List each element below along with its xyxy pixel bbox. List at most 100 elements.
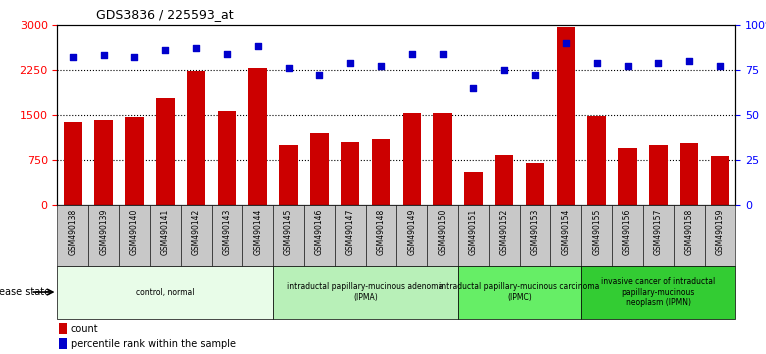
Point <box>437 51 449 57</box>
Bar <box>273 205 304 266</box>
Text: GSM490153: GSM490153 <box>531 208 539 255</box>
Text: disease state: disease state <box>0 287 50 297</box>
Text: GSM490157: GSM490157 <box>654 208 663 255</box>
Bar <box>588 116 606 205</box>
Bar <box>335 205 365 266</box>
Point <box>621 63 633 69</box>
Text: GSM490150: GSM490150 <box>438 208 447 255</box>
Text: GSM490149: GSM490149 <box>408 208 416 255</box>
Text: GSM490142: GSM490142 <box>192 208 201 255</box>
Point <box>652 60 664 65</box>
Bar <box>242 205 273 266</box>
Bar <box>551 205 581 266</box>
Bar <box>125 118 144 205</box>
Bar <box>248 68 267 205</box>
Bar <box>705 205 735 266</box>
Bar <box>581 205 612 266</box>
Bar <box>674 205 705 266</box>
Text: GSM490152: GSM490152 <box>499 208 509 255</box>
Text: control, normal: control, normal <box>136 287 195 297</box>
Bar <box>711 156 729 205</box>
Text: GSM490144: GSM490144 <box>254 208 262 255</box>
Bar <box>119 205 150 266</box>
Text: GSM490154: GSM490154 <box>561 208 571 255</box>
Text: GSM490143: GSM490143 <box>222 208 231 255</box>
Bar <box>273 266 458 319</box>
Point <box>67 55 79 60</box>
Text: intraductal papillary-mucinous carcinoma
(IPMC): intraductal papillary-mucinous carcinoma… <box>440 282 600 302</box>
Text: GSM490159: GSM490159 <box>715 208 725 255</box>
Bar <box>649 145 667 205</box>
Bar <box>280 145 298 205</box>
Point <box>313 73 326 78</box>
Bar <box>57 205 88 266</box>
Bar <box>341 142 359 205</box>
Bar <box>581 266 735 319</box>
Point <box>97 53 110 58</box>
Bar <box>218 112 236 205</box>
Bar <box>94 120 113 205</box>
Text: percentile rank within the sample: percentile rank within the sample <box>70 339 236 349</box>
Bar <box>557 27 575 205</box>
Bar <box>64 122 82 205</box>
Point <box>283 65 295 71</box>
Bar <box>88 205 119 266</box>
Text: count: count <box>70 324 99 334</box>
Bar <box>525 163 545 205</box>
Bar <box>150 205 181 266</box>
Point <box>529 73 542 78</box>
Bar <box>434 113 452 205</box>
Text: GSM490139: GSM490139 <box>99 208 108 255</box>
Bar <box>156 98 175 205</box>
Text: intraductal papillary-mucinous adenoma
(IPMA): intraductal papillary-mucinous adenoma (… <box>287 282 444 302</box>
Point <box>251 44 264 49</box>
Bar <box>403 113 421 205</box>
Bar <box>60 338 67 349</box>
Text: GSM490138: GSM490138 <box>68 208 77 255</box>
Point <box>498 67 510 73</box>
Point <box>221 51 233 57</box>
Bar <box>458 205 489 266</box>
Point <box>375 63 387 69</box>
Bar <box>57 266 273 319</box>
Bar <box>365 205 396 266</box>
Text: GDS3836 / 225593_at: GDS3836 / 225593_at <box>96 8 234 21</box>
Point <box>344 60 356 65</box>
Bar <box>310 133 329 205</box>
Text: GSM490148: GSM490148 <box>377 208 385 255</box>
Text: GSM490141: GSM490141 <box>161 208 170 255</box>
Text: GSM490147: GSM490147 <box>345 208 355 255</box>
Bar <box>181 205 211 266</box>
Bar <box>495 155 513 205</box>
Bar <box>680 143 699 205</box>
Text: GSM490151: GSM490151 <box>469 208 478 255</box>
Point <box>683 58 696 64</box>
Point <box>560 40 572 46</box>
Text: GSM490145: GSM490145 <box>284 208 293 255</box>
Bar <box>397 205 427 266</box>
Point <box>467 85 480 91</box>
Bar <box>372 139 390 205</box>
Point <box>591 60 603 65</box>
Text: GSM490158: GSM490158 <box>685 208 694 255</box>
Bar <box>519 205 551 266</box>
Bar <box>427 205 458 266</box>
Text: GSM490156: GSM490156 <box>623 208 632 255</box>
Bar <box>304 205 335 266</box>
Text: GSM490140: GSM490140 <box>130 208 139 255</box>
Point <box>190 45 202 51</box>
Text: GSM490155: GSM490155 <box>592 208 601 255</box>
Point <box>159 47 172 53</box>
Text: GSM490146: GSM490146 <box>315 208 324 255</box>
Bar <box>489 205 519 266</box>
Bar <box>211 205 242 266</box>
Bar <box>458 266 581 319</box>
Bar <box>187 71 205 205</box>
Bar <box>464 172 483 205</box>
Text: invasive cancer of intraductal
papillary-mucinous
neoplasm (IPMN): invasive cancer of intraductal papillary… <box>601 277 715 307</box>
Point <box>406 51 418 57</box>
Bar <box>60 324 67 334</box>
Point <box>129 55 141 60</box>
Bar <box>612 205 643 266</box>
Bar <box>643 205 674 266</box>
